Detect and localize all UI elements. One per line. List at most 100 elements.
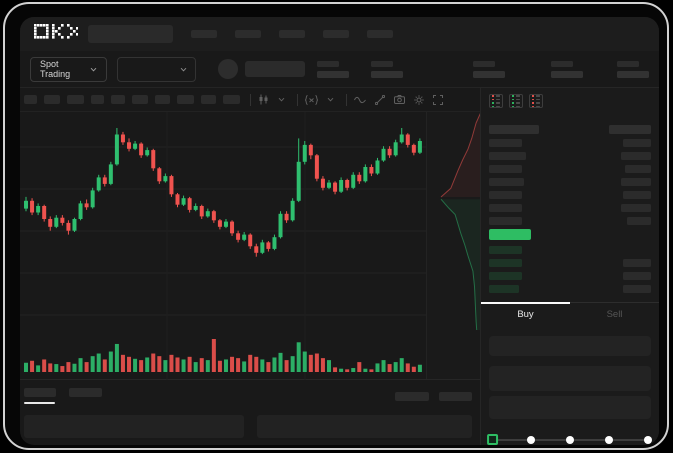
bottom-action[interactable]: [439, 391, 472, 401]
bottom-content-block: [24, 415, 244, 438]
search-input[interactable]: [88, 25, 173, 43]
tab-buy[interactable]: Buy: [517, 309, 534, 320]
nav-item[interactable]: [235, 30, 261, 38]
book-asks-toggle-icon[interactable]: [529, 94, 543, 108]
bid-row[interactable]: [489, 282, 651, 295]
slider-stop-75[interactable]: [604, 436, 613, 444]
camera-icon[interactable]: [394, 95, 405, 104]
stat-label-placeholder: [551, 60, 573, 67]
last-price-indicator: [489, 229, 531, 240]
market-type-dropdown[interactable]: Spot Trading: [30, 56, 108, 82]
main-area: Buy Sell: [20, 87, 659, 445]
bottom-panel-actions: [395, 391, 472, 401]
orderbook-header: [489, 123, 651, 136]
slider-handle[interactable]: [487, 434, 499, 445]
ask-row[interactable]: [489, 214, 651, 227]
ticker-stat: [317, 60, 349, 78]
chart-column: [20, 87, 481, 445]
slider-stop-100[interactable]: [643, 436, 652, 444]
market-type-label: Spot Trading: [40, 59, 71, 79]
device-frame: Spot Trading: [3, 2, 669, 450]
timeframe-button[interactable]: [177, 95, 194, 104]
candlestick-icon[interactable]: [258, 94, 269, 105]
amount-input[interactable]: [489, 366, 651, 391]
chevron-down-icon[interactable]: [327, 96, 334, 103]
timeframe-button[interactable]: [201, 95, 216, 104]
timeframe-button[interactable]: [132, 95, 148, 104]
ask-row[interactable]: [489, 175, 651, 188]
app-screen: Spot Trading: [20, 17, 659, 445]
stat-label-placeholder: [317, 60, 339, 67]
nav-item[interactable]: [323, 30, 349, 38]
okx-logo: [34, 24, 82, 44]
nav-menu: [173, 30, 393, 38]
ticker-stats: [305, 60, 649, 78]
expand-icon[interactable]: [433, 94, 443, 105]
slider-stop-50[interactable]: [566, 436, 574, 444]
gear-icon[interactable]: [414, 94, 424, 105]
timeframe-button[interactable]: [91, 95, 104, 104]
stat-value-placeholder: [473, 70, 505, 78]
amount-percent-slider[interactable]: [487, 434, 652, 445]
chevron-down-icon: [180, 66, 187, 73]
trade-side-tabs: Buy Sell: [481, 302, 659, 326]
bid-row[interactable]: [489, 256, 651, 269]
bottom-panel: [20, 379, 480, 445]
chart-toolbar: [20, 88, 480, 112]
active-tab-indicator: [481, 302, 570, 304]
ticker-stat: [371, 60, 403, 78]
candlestick-chart-svg: [20, 112, 426, 380]
stat-value-placeholder: [317, 70, 349, 78]
chart-row: [20, 112, 481, 380]
price-input[interactable]: [489, 336, 651, 356]
wave-icon[interactable]: [354, 96, 366, 104]
ask-row[interactable]: [489, 149, 651, 162]
book-both-toggle-icon[interactable]: [489, 94, 503, 108]
toolbar-divider: [250, 93, 251, 106]
tab-sell[interactable]: Sell: [606, 309, 623, 320]
timeframe-button[interactable]: [67, 95, 84, 104]
bottom-tab-active[interactable]: [24, 388, 56, 397]
ask-row[interactable]: [489, 188, 651, 201]
orderbook-view-toggles: [489, 88, 651, 114]
timeframe-button[interactable]: [24, 95, 37, 104]
toolbar-divider: [346, 93, 347, 106]
chevron-down-icon: [90, 66, 97, 73]
top-navbar: [20, 17, 659, 51]
fx-indicator-icon[interactable]: [305, 94, 318, 105]
bottom-tab[interactable]: [69, 388, 102, 397]
depth-chart: [426, 112, 481, 379]
stat-label-placeholder: [371, 60, 393, 67]
ticker-stat: [551, 60, 583, 78]
trade-panel: Buy Sell: [480, 87, 659, 445]
trendline-icon[interactable]: [375, 94, 385, 105]
ticker-stat: [473, 60, 505, 78]
bottom-content-block: [257, 415, 472, 438]
bottom-tabs: [24, 388, 472, 404]
nav-item[interactable]: [279, 30, 305, 38]
last-price-placeholder: [245, 61, 305, 77]
book-bids-toggle-icon[interactable]: [509, 94, 523, 108]
timeframe-button[interactable]: [155, 95, 170, 104]
total-input[interactable]: [489, 396, 651, 419]
ask-row[interactable]: [489, 201, 651, 214]
timeframe-button[interactable]: [111, 95, 125, 104]
bid-row[interactable]: [489, 269, 651, 282]
nav-item[interactable]: [367, 30, 393, 38]
ask-row[interactable]: [489, 136, 651, 149]
slider-stop-25[interactable]: [527, 436, 536, 444]
stat-label-placeholder: [473, 60, 495, 67]
toolbar-divider: [297, 93, 298, 106]
bottom-content: [24, 415, 472, 438]
chevron-down-icon[interactable]: [278, 96, 285, 103]
bid-row[interactable]: [489, 243, 651, 256]
pair-select-dropdown[interactable]: [117, 56, 196, 82]
nav-item[interactable]: [191, 30, 217, 38]
candlestick-chart[interactable]: [20, 112, 426, 380]
timeframe-button[interactable]: [223, 95, 240, 104]
coin-icon: [218, 59, 238, 79]
stat-value-placeholder: [371, 70, 403, 78]
ask-row[interactable]: [489, 162, 651, 175]
timeframe-button[interactable]: [44, 95, 60, 104]
bottom-action[interactable]: [395, 391, 429, 401]
